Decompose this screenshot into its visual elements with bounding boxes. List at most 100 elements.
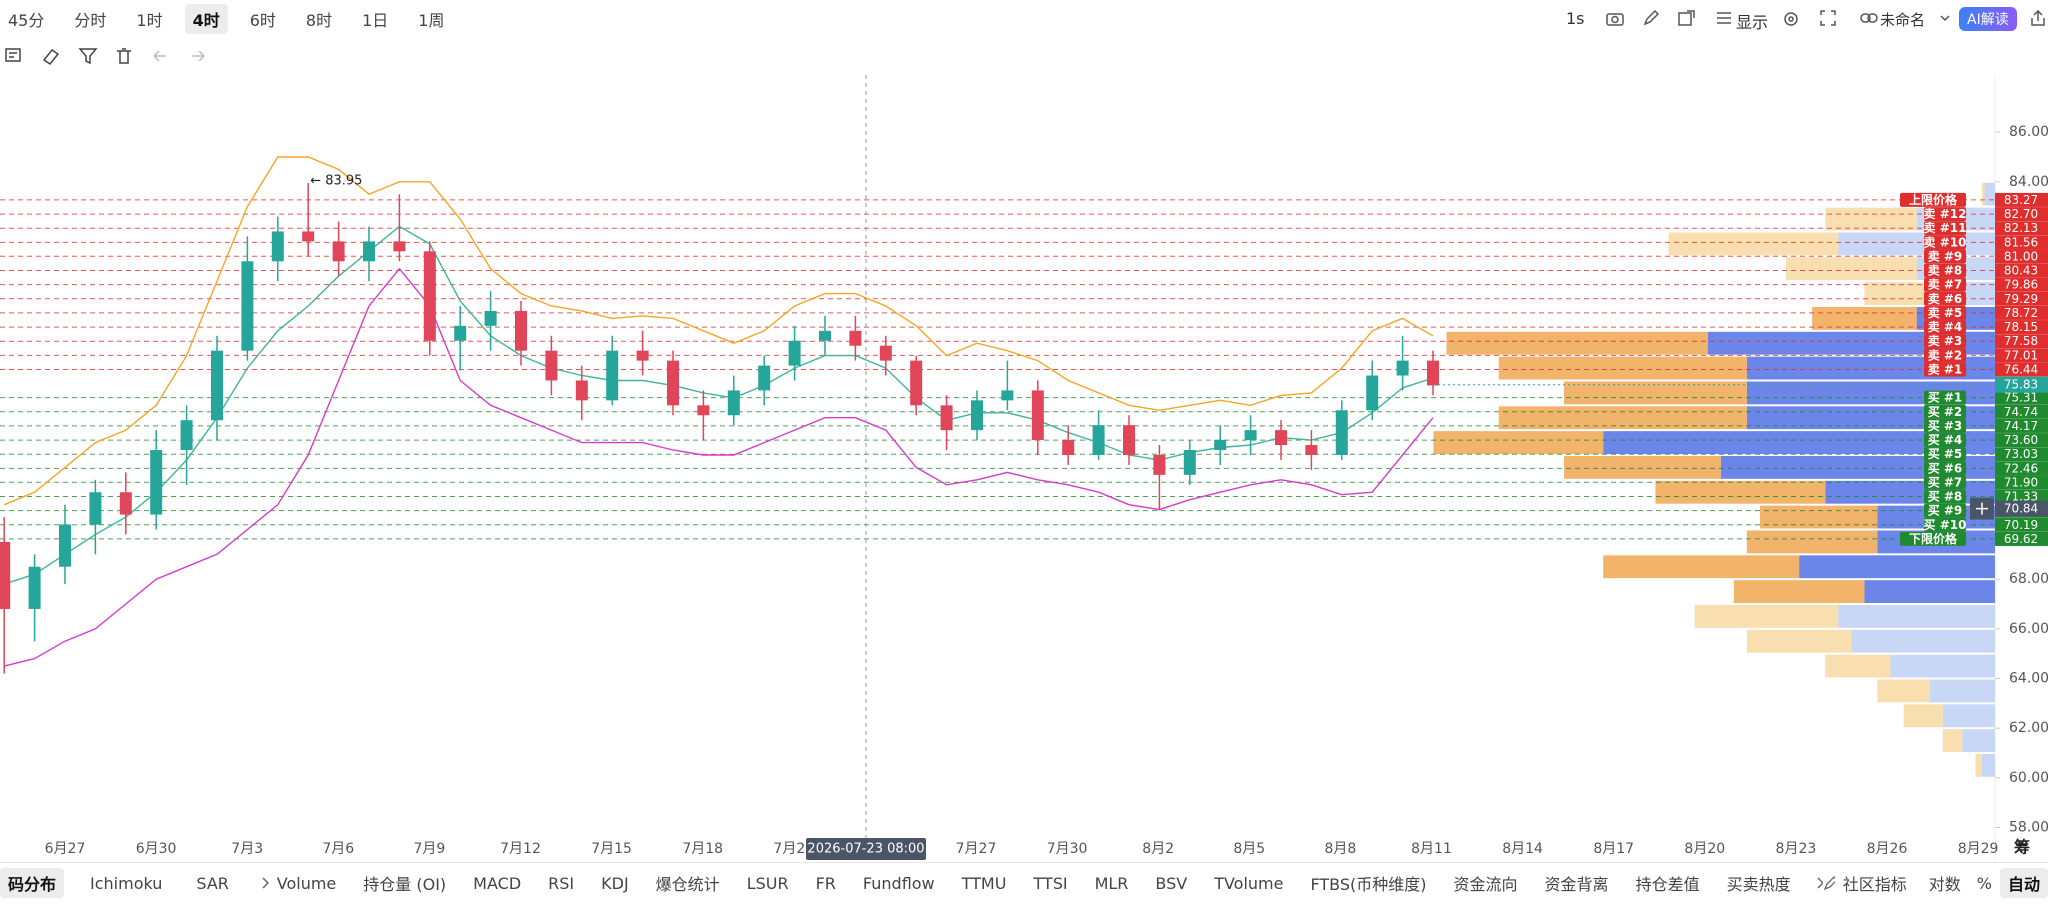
interval[interactable]: 1周 — [418, 10, 445, 30]
level-name: 卖 #11 — [1924, 220, 1967, 235]
level-price-box — [1995, 320, 2048, 335]
profile-blue — [1962, 729, 1995, 753]
scroll-arrow[interactable] — [1810, 875, 1824, 891]
x-tick-label: 7月12 — [500, 841, 541, 857]
indicator-tab[interactable]: TTMU — [961, 873, 1007, 893]
speed[interactable]: 1s — [1566, 9, 1585, 28]
ai-button[interactable]: AI解读 — [1959, 7, 2017, 31]
level-name: 买 #10 — [1924, 518, 1967, 532]
interval[interactable]: 1日 — [362, 10, 389, 30]
axis-option[interactable]: % — [1976, 873, 1992, 893]
level-price: 81.56 — [2004, 235, 2038, 249]
indicator-tab[interactable]: Ichimoku — [90, 873, 163, 893]
interval[interactable]: 6时 — [249, 10, 276, 30]
profile-orange — [1668, 232, 1839, 256]
candle-body — [89, 492, 102, 525]
indicator-line — [4, 267, 1434, 667]
indicator-tab[interactable]: FR — [815, 873, 836, 893]
indicator-tab[interactable]: 码分布 — [0, 868, 65, 898]
layout-name[interactable]: 未命名 — [1880, 11, 1926, 29]
fullscreen-icon[interactable] — [1820, 10, 1836, 26]
x-tick-label: 8月29 — [1958, 841, 1999, 857]
level-name-box — [1924, 418, 1966, 433]
x-tick-label: 8月17 — [1593, 841, 1634, 857]
last-price-box — [1995, 376, 2048, 393]
candle-body — [1335, 410, 1348, 455]
indicator-tab[interactable]: SAR — [196, 873, 229, 893]
indicator-tab[interactable]: Volume — [276, 873, 337, 893]
indicator-tab[interactable]: 资金流向 — [1453, 875, 1518, 894]
profile-orange — [1433, 431, 1604, 454]
indicator-tab[interactable]: BSV — [1155, 873, 1188, 893]
profile-orange — [1981, 182, 1985, 206]
interval[interactable]: 8时 — [305, 10, 333, 30]
community-indicators[interactable]: 社区指标 — [1842, 875, 1907, 894]
level-name-box — [1924, 447, 1966, 462]
link-icon[interactable] — [1860, 11, 1878, 25]
indicator-tab[interactable]: TTSI — [1033, 873, 1068, 893]
pen-icon[interactable] — [1643, 10, 1661, 26]
camera-icon[interactable] — [1606, 10, 1624, 26]
level-price-box — [1995, 263, 2048, 278]
axis-option[interactable]: 对数 — [1928, 875, 1961, 894]
profile-blue — [1929, 679, 1995, 703]
candle-body — [788, 340, 801, 366]
axis-option[interactable]: 自动 — [2000, 868, 2048, 898]
interval[interactable]: 45分 — [8, 10, 45, 30]
candle-body — [241, 261, 254, 351]
profile-orange — [1564, 381, 1747, 405]
indicator-tab[interactable]: Fundflow — [862, 873, 935, 893]
indicator-tab[interactable]: 资金背离 — [1544, 875, 1609, 894]
dropdown-icon[interactable] — [1940, 14, 1950, 22]
drawing-toolbar — [0, 37, 2048, 74]
interval[interactable]: 分时 — [74, 10, 107, 30]
interval[interactable]: 4时 — [184, 3, 228, 34]
level-name-box — [1924, 249, 1966, 264]
drawing-tools[interactable] — [4, 44, 214, 68]
indicator-tab[interactable]: KDJ — [601, 873, 629, 893]
candle-body — [211, 350, 223, 421]
share-icon[interactable] — [1678, 10, 1696, 26]
level-price: 71.90 — [2004, 475, 2038, 489]
level-price-box — [1995, 207, 2048, 222]
indicator-tab[interactable]: LSUR — [746, 873, 789, 893]
indicator-line — [3, 156, 1434, 506]
indicator-tab[interactable]: 持仓量 (OI) — [363, 875, 447, 894]
indicator-tab[interactable]: 买卖热度 — [1726, 875, 1791, 894]
level-price: 78.15 — [2004, 320, 2038, 334]
indicator-tab[interactable]: TVolume — [1214, 873, 1284, 893]
indicator-tab[interactable]: 持仓差值 — [1635, 875, 1700, 894]
indicator-tab[interactable]: RSI — [548, 873, 575, 893]
level-name: 卖 #4 — [1928, 319, 1963, 334]
x-tick-label: 6月27 — [45, 841, 86, 857]
scroll-arrow[interactable] — [255, 875, 269, 891]
level-name: 买 #7 — [1928, 475, 1963, 489]
profile-blue — [1864, 580, 1995, 603]
level-name: 买 #1 — [1928, 391, 1963, 405]
level-name: 买 #8 — [1928, 489, 1963, 503]
indicator-tab[interactable]: FTBS(币种维度) — [1310, 875, 1427, 894]
x-tick-label: 7月6 — [322, 841, 354, 857]
export-icon[interactable] — [2030, 10, 2048, 26]
indicator-tab[interactable]: MACD — [473, 873, 522, 893]
interval[interactable]: 1时 — [136, 10, 163, 30]
indicator-tab[interactable]: MLR — [1094, 873, 1129, 893]
top-toolbar: 45分 分时 1时 4时 6时 8时 1日 1周 1s 显示 未命名 AI解读 — [0, 0, 2048, 37]
level-name: 卖 #6 — [1928, 291, 1963, 306]
level-name: 卖 #8 — [1928, 262, 1963, 277]
profile-blue — [1838, 232, 1995, 256]
indicator-tab[interactable]: 爆仓统计 — [655, 875, 720, 894]
profile-blue — [1603, 431, 1995, 454]
candle-body — [271, 231, 284, 262]
x-tick-label: 8月14 — [1502, 841, 1543, 857]
level-price-box — [1995, 192, 2048, 207]
x-tick-label: 7月3 — [231, 841, 263, 857]
list-icon[interactable] — [1716, 11, 1732, 25]
indicator-bar: 码分布 Ichimoku SAR Volume 持仓量 (OI) MACD RSI KDJ 爆仓… — [0, 862, 2048, 903]
candle-body — [1001, 390, 1014, 401]
level-price: 78.72 — [2004, 306, 2038, 320]
settings-icon[interactable] — [1782, 10, 1800, 28]
y-tick-label: 68.00 — [2009, 571, 2048, 587]
display-menu[interactable]: 显示 — [1736, 13, 1769, 32]
